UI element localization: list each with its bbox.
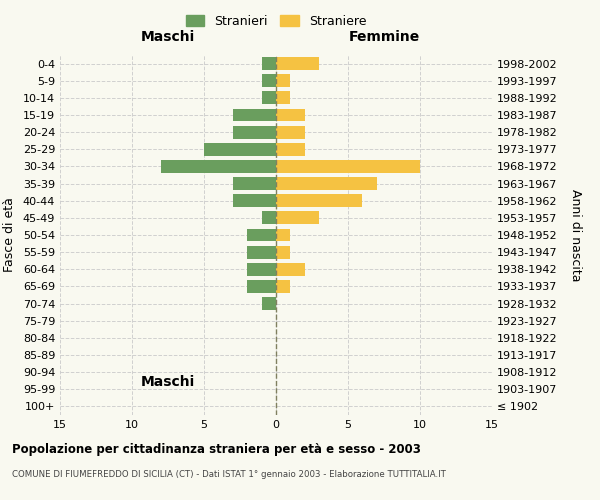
Bar <box>262 92 276 104</box>
Bar <box>262 57 276 70</box>
Bar <box>276 280 290 293</box>
Bar <box>276 126 305 138</box>
Bar <box>276 177 377 190</box>
Bar <box>247 228 276 241</box>
Bar <box>276 160 420 173</box>
Bar <box>247 280 276 293</box>
Bar <box>262 297 276 310</box>
Legend: Stranieri, Straniere: Stranieri, Straniere <box>182 11 370 32</box>
Bar <box>276 74 290 87</box>
Bar <box>276 228 290 241</box>
Y-axis label: Anni di nascita: Anni di nascita <box>569 188 582 281</box>
Bar <box>233 177 276 190</box>
Text: Maschi: Maschi <box>141 374 195 388</box>
Bar <box>233 126 276 138</box>
Bar <box>276 57 319 70</box>
Bar <box>276 92 290 104</box>
Text: Femmine: Femmine <box>349 30 419 44</box>
Bar <box>276 143 305 156</box>
Text: Maschi: Maschi <box>141 30 195 44</box>
Bar <box>204 143 276 156</box>
Bar <box>262 74 276 87</box>
Bar <box>276 263 305 276</box>
Bar <box>233 108 276 122</box>
Bar <box>276 194 362 207</box>
Text: COMUNE DI FIUMEFREDDO DI SICILIA (CT) - Dati ISTAT 1° gennaio 2003 - Elaborazion: COMUNE DI FIUMEFREDDO DI SICILIA (CT) - … <box>12 470 446 479</box>
Bar <box>276 108 305 122</box>
Bar <box>247 246 276 258</box>
Bar <box>276 246 290 258</box>
Bar <box>262 212 276 224</box>
Text: Popolazione per cittadinanza straniera per età e sesso - 2003: Popolazione per cittadinanza straniera p… <box>12 442 421 456</box>
Bar <box>233 194 276 207</box>
Y-axis label: Fasce di età: Fasce di età <box>3 198 16 272</box>
Bar <box>276 212 319 224</box>
Bar <box>161 160 276 173</box>
Bar <box>247 263 276 276</box>
